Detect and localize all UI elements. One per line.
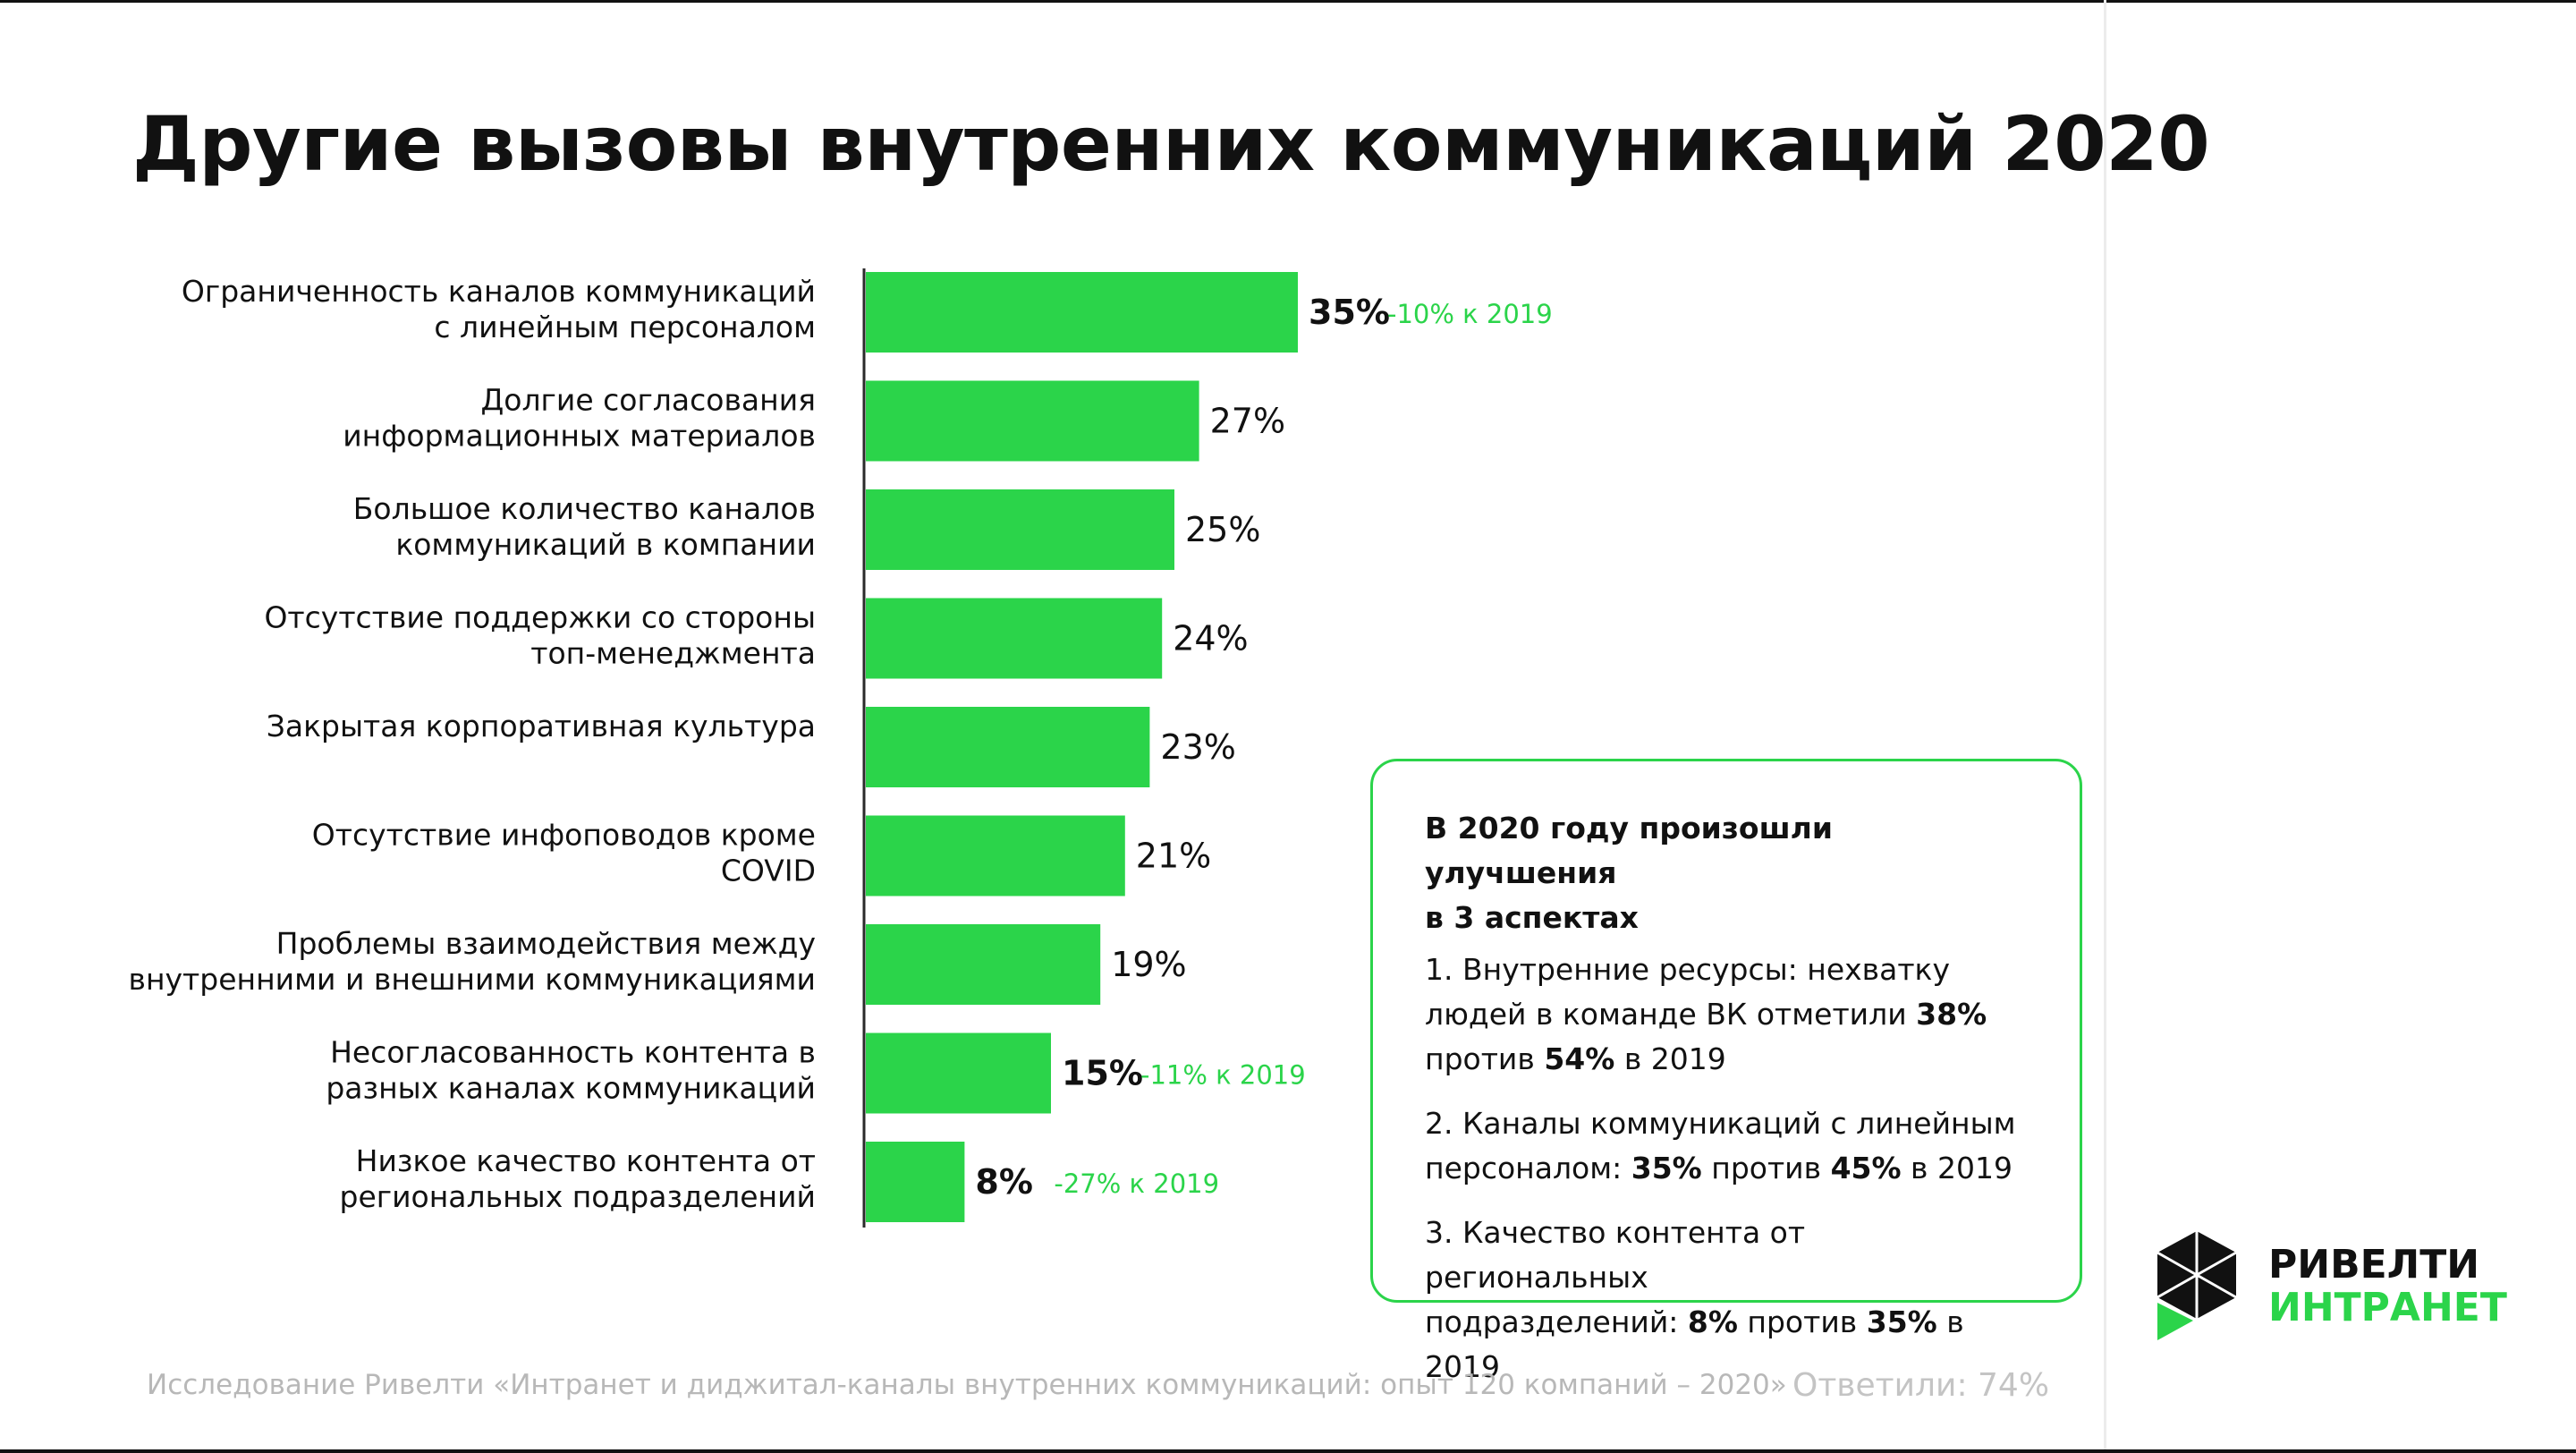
data-label: 8% (975, 1162, 1033, 1202)
callout-text: 1. Внутренние ресурсы: нехватку (1425, 952, 1951, 987)
chart-bar (866, 707, 1150, 787)
brand-subname: ИНТРАНЕТ (2268, 1285, 2507, 1330)
change-label: -10% к 2019 (1387, 299, 1553, 329)
footer-source: Исследование Ривелти «Интранет и диджита… (147, 1369, 1787, 1401)
brand-logo-text: РИВЕЛТИ ИНТРАНЕТ (2268, 1244, 2507, 1330)
callout-text: людей в команде ВК отметили (1425, 997, 1917, 1032)
callout-value: 8% (1687, 1304, 1738, 1339)
chart-bar (866, 1032, 1051, 1114)
category-label: COVID (721, 854, 816, 888)
chart-bar (866, 380, 1199, 462)
category-label: региональных подразделений (340, 1179, 817, 1214)
callout-text: персоналом: (1425, 1151, 1631, 1185)
callout-item-3: 3. Качество контента от региональных под… (1425, 1211, 2029, 1389)
data-label: 19% (1111, 945, 1186, 984)
category-label: коммуникаций в компании (395, 527, 816, 562)
data-label: 35% (1309, 293, 1390, 332)
improvements-callout: В 2020 году произошли улучшения в 3 аспе… (1370, 759, 2082, 1384)
change-label: -27% к 2019 (1054, 1168, 1219, 1199)
callout-text: в 2019 (1901, 1151, 2012, 1185)
category-label: Проблемы взаимодействия между (276, 926, 816, 961)
callout-value: 54% (1544, 1041, 1615, 1076)
callout-heading-line: В 2020 году произошли улучшения (1425, 811, 1833, 890)
callout-value: 38% (1916, 997, 1987, 1032)
callout-text: против (1425, 1041, 1545, 1076)
data-label: 27% (1210, 402, 1285, 441)
callout-text: против (1701, 1151, 1831, 1185)
footer-respondents: Ответили: 74% (1792, 1367, 2050, 1404)
data-label: 23% (1160, 727, 1235, 767)
callout-text: против (1737, 1304, 1867, 1339)
callout-heading: В 2020 году произошли улучшения в 3 аспе… (1425, 806, 2029, 940)
category-label: Долгие согласования (480, 383, 816, 418)
vertical-divider (2104, 0, 2106, 1453)
page-title: Другие вызовы внутренних коммуникаций 20… (132, 100, 2210, 188)
top-border (0, 0, 2576, 3)
change-label: -11% к 2019 (1140, 1060, 1306, 1091)
chart-bar (866, 489, 1174, 570)
callout-heading-line: в 3 аспектах (1425, 900, 1639, 935)
callout-value: 35% (1866, 1304, 1937, 1339)
chart-bar (866, 272, 1298, 353)
chart-bar (866, 924, 1101, 1005)
category-label: Большое количество каналов (353, 491, 816, 526)
callout-text: в 2019 (1425, 1304, 1964, 1384)
category-label: Отсутствие инфоповодов кроме (312, 818, 816, 853)
category-label: Ограниченность каналов коммуникаций (182, 274, 816, 309)
callout-text: 3. Качество контента от региональных (1425, 1215, 1806, 1295)
callout-item-1: 1. Внутренние ресурсы: нехватку людей в … (1425, 947, 2029, 1082)
data-label: 25% (1185, 510, 1260, 549)
chart-bar (866, 598, 1163, 679)
callout-text: в 2019 (1614, 1041, 1726, 1076)
category-label: Несогласованность контента в (330, 1035, 816, 1070)
data-label: 15% (1062, 1054, 1143, 1093)
callout-value: 45% (1830, 1151, 1902, 1185)
category-label: Отсутствие поддержки со стороны (264, 600, 816, 635)
category-label: информационных материалов (343, 419, 816, 454)
callout-text: 2. Каналы коммуникаций с линейным (1425, 1106, 2016, 1141)
callout-item-2: 2. Каналы коммуникаций с линейным персон… (1425, 1101, 2029, 1191)
category-label: топ-менеджмента (530, 636, 816, 671)
brand-logo-icon (2157, 1231, 2237, 1340)
brand-name: РИВЕЛТИ (2268, 1242, 2480, 1287)
category-label: внутренними и внешними коммуникациями (129, 962, 817, 997)
bottom-border (0, 1449, 2576, 1453)
category-label: Низкое качество контента от (356, 1143, 816, 1178)
callout-value: 35% (1631, 1151, 1702, 1185)
chart-bar (866, 815, 1125, 896)
callout-text: подразделений: (1425, 1304, 1688, 1339)
chart-bar (866, 1142, 965, 1222)
category-label: с линейным персоналом (434, 310, 816, 344)
data-label: 24% (1173, 619, 1248, 659)
data-label: 21% (1136, 837, 1211, 876)
category-label: разных каналах коммуникаций (326, 1071, 816, 1106)
category-label: Закрытая корпоративная культура (267, 709, 816, 743)
